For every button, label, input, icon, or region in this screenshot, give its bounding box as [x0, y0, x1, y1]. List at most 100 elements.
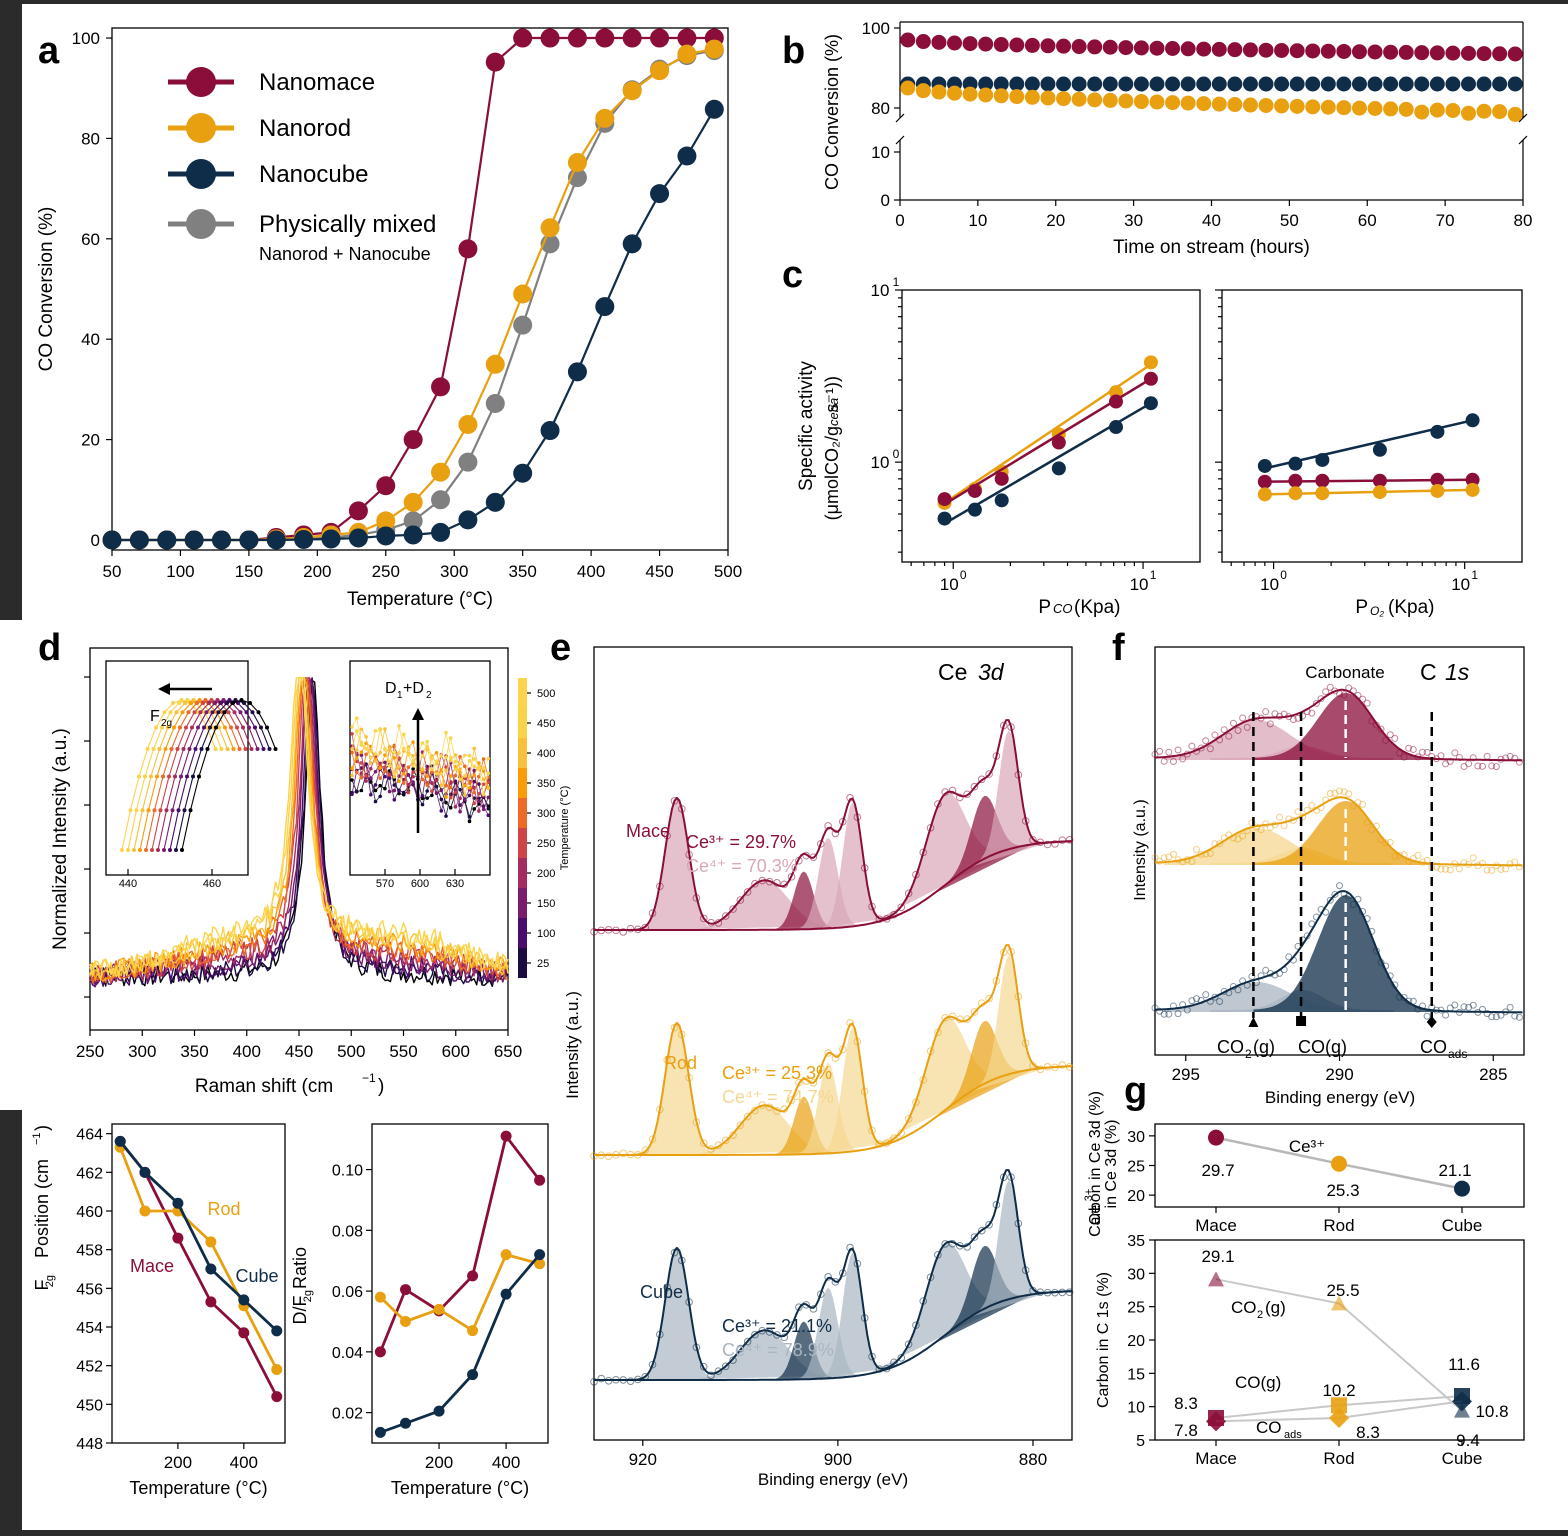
xps-datapoint-rod	[1248, 819, 1256, 827]
inset-f2g-point	[138, 848, 142, 852]
co2-point-rod	[1331, 1295, 1347, 1311]
xps-component-cube	[630, 1248, 723, 1380]
raman-spectrum	[89, 677, 509, 983]
xps-datapoint-cube	[1188, 997, 1196, 1005]
data-point-mace	[1445, 45, 1461, 61]
data-point-cube	[978, 76, 994, 92]
value-label: 10.8	[1475, 1402, 1508, 1421]
series-line-mace	[379, 1134, 541, 1353]
inset-d-point	[373, 783, 378, 787]
data-point-cube	[1398, 76, 1414, 92]
inset-d-point	[392, 797, 397, 802]
inset-f2g-point	[202, 725, 206, 730]
data-point-cube	[534, 1249, 546, 1261]
x-tick-label: 10	[1260, 575, 1279, 594]
inset-d-point	[397, 765, 401, 769]
x-tick-label: 880	[1019, 1450, 1047, 1469]
xps-datapoint-cube	[626, 1377, 635, 1385]
inset-d-point	[411, 780, 415, 784]
y-axis-label-c-sub: ceria	[826, 398, 841, 426]
xps-datapoint-cube	[751, 1330, 759, 1339]
panel-c1-frame	[901, 289, 1201, 563]
inset-d-point	[392, 770, 397, 775]
data-point-cube	[1258, 76, 1274, 92]
inset-x-tick-label: 440	[119, 878, 137, 890]
xps-datapoint-mace	[1492, 763, 1500, 771]
value-label: 10.2	[1322, 1381, 1355, 1400]
xps-datapoint-mace	[1299, 712, 1307, 720]
inset-d-point	[359, 740, 364, 745]
inset-f2g-point	[145, 746, 150, 751]
xps-datapoint-mace	[626, 924, 635, 933]
data-point-cube	[1492, 76, 1508, 92]
data-point-rod	[467, 1325, 479, 1337]
inset-d-point	[463, 764, 467, 769]
xps-datapoint-rod	[604, 1152, 613, 1161]
inset-f2g-point	[198, 710, 203, 715]
data-point-cube	[1465, 413, 1480, 428]
inset-f2g-point	[134, 808, 139, 813]
axis-break	[895, 135, 905, 145]
coads-point-mace	[1206, 1411, 1226, 1432]
xps-datapoint-mace	[956, 793, 964, 802]
inset-d-point	[472, 773, 477, 778]
data-point-mace	[458, 239, 478, 259]
inset-d-point	[364, 735, 368, 739]
inset-f2g-point	[216, 710, 221, 715]
inset-f2g-point	[191, 698, 196, 702]
data-point-cube	[1118, 76, 1134, 92]
xps-datapoint-cube	[1202, 991, 1210, 999]
inset-f2g-point	[155, 774, 159, 779]
data-point-rod	[1320, 99, 1336, 115]
panel-e-title-orbital: 3d	[978, 659, 1005, 685]
inset-d-point	[411, 763, 415, 768]
xps-envelope-mace	[594, 719, 1073, 931]
x-category-label: Cube	[1442, 1216, 1483, 1235]
inset-d-point	[430, 793, 434, 798]
y-axis-label-c: Specific activity	[796, 361, 817, 491]
x-axis-label: Binding energy (eV)	[758, 1470, 908, 1489]
xps-datapoint-rod	[1515, 863, 1523, 871]
data-point-rod	[1465, 482, 1480, 497]
xps-datapoint-mace	[948, 786, 957, 795]
inset-f2g-point	[241, 725, 245, 730]
xps-datapoint-cube	[977, 1226, 986, 1235]
data-point-cube	[1414, 76, 1430, 92]
data-point-cube	[1429, 76, 1445, 92]
data-point-mace	[994, 471, 1009, 486]
data-point-mace	[376, 476, 396, 496]
x-tick-label: 250	[76, 1042, 104, 1061]
co2-marker	[1248, 1017, 1259, 1027]
inset-d-point	[392, 783, 397, 787]
inset-d-point	[378, 750, 383, 755]
inset-d-point	[383, 786, 387, 791]
xps-datapoint-rod	[1151, 854, 1159, 862]
inset-d-point	[411, 740, 415, 744]
data-point-cube	[1288, 456, 1303, 471]
inset-f2g-point	[184, 725, 188, 730]
xps-component-mace	[1253, 693, 1437, 760]
inset-f2g-point	[178, 725, 182, 730]
coads-point-cube	[1452, 1391, 1472, 1412]
ce4-label-mace: Ce⁴⁺ = 70.3%	[686, 856, 798, 876]
inset-f2g-point	[207, 701, 211, 706]
inset-d-point	[383, 769, 387, 774]
inset-d-point	[392, 788, 397, 793]
xps-datapoint-mace	[1248, 714, 1256, 722]
data-point-cube	[1257, 458, 1272, 473]
xps-datapoint-rod	[1188, 858, 1196, 866]
inset-f2g-point	[201, 701, 205, 706]
x-axis-label-c2: P	[1355, 597, 1368, 618]
xps-datapoint-cube	[1400, 993, 1408, 1001]
inset-f2g-point	[180, 710, 185, 715]
marker-label-co: CO(g)	[1298, 1037, 1347, 1057]
data-point-cube	[467, 1369, 479, 1381]
inset-f2g-point	[183, 701, 187, 706]
x-tick-label: 70	[1436, 211, 1455, 230]
inset-f2g-point	[137, 774, 141, 779]
data-point-cube	[1274, 76, 1290, 92]
xps-component-mace	[789, 837, 868, 930]
inset-d-point	[401, 790, 406, 795]
data-point-cube	[238, 1294, 250, 1306]
data-point-rod	[962, 86, 978, 102]
